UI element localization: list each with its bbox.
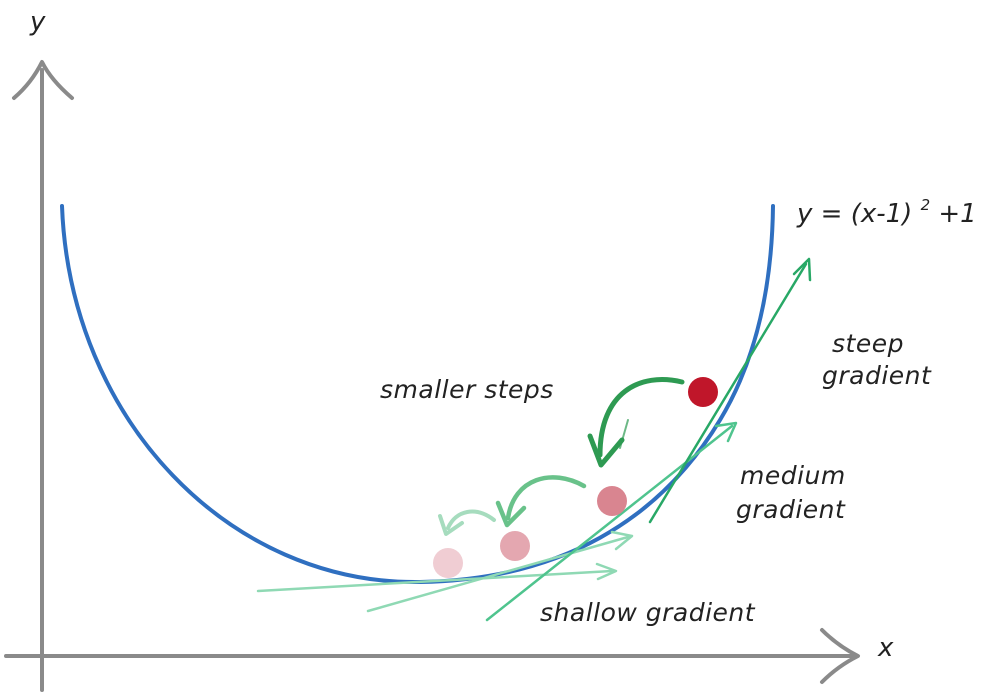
label-shallow-gradient: shallow gradient [540,598,756,627]
label-steep-gradient: steep gradient [822,329,932,390]
tangent-medium-low [366,530,634,613]
label-smaller-steps: smaller steps [380,375,554,404]
label-steep-line2: gradient [822,361,932,390]
label-medium-line1: medium [740,461,846,490]
ball-step-2 [597,486,627,516]
step-arrow-big [587,377,685,468]
equation-exponent: 2 [921,196,931,214]
y-axis-arrowhead [12,60,74,100]
label-medium-gradient: medium gradient [736,461,854,524]
step-arrows [438,377,685,536]
tangent-lines [256,257,812,622]
ball-start [688,377,718,407]
equation-lhs: y = (x-1) [796,199,912,229]
x-axis-arrowhead [820,628,860,684]
ball-step-3 [500,531,530,561]
step-arrow-small [438,509,496,536]
descent-points [433,377,718,578]
ball-step-4 [433,548,463,578]
equation-rhs: +1 [938,199,976,229]
svg-text:y = (x-1) 2 +1: y = (x-1) 2 +1 [796,187,977,229]
annotations: smaller steps steep gradient medium grad… [380,329,932,627]
y-axis-label: y [29,7,46,37]
parabola-curve [60,204,775,585]
label-medium-line2: gradient [736,495,846,524]
tangent-medium [485,421,738,622]
x-axis-label: x [877,633,894,663]
axes: y x [4,7,894,692]
step-arrow-mid [495,475,587,528]
tangent-steep [648,257,812,524]
label-steep-line1: steep [832,329,904,358]
tangent-shallow [256,562,618,593]
curve-equation: y = (x-1) 2 +1 [796,187,977,229]
